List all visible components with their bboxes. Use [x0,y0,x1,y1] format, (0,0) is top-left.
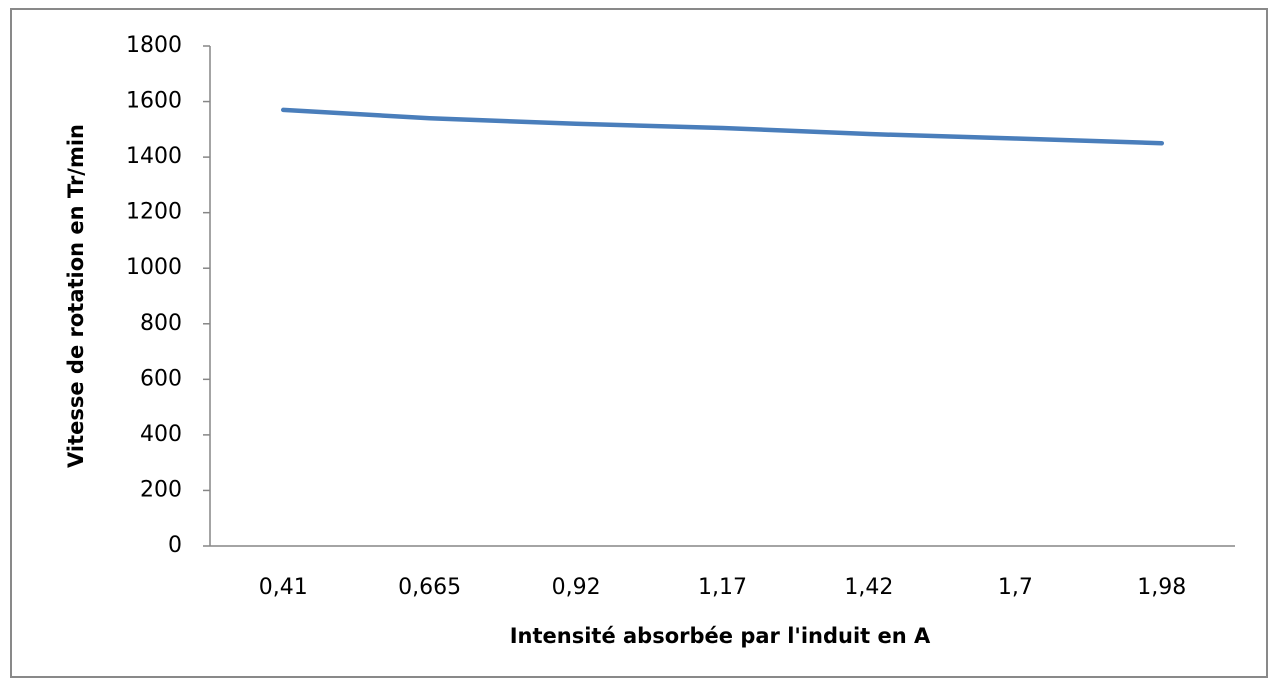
y-tick-label: 1000 [126,255,182,280]
y-tick-label: 1600 [126,89,182,114]
x-tick-label: 1,98 [1137,575,1186,600]
x-tick-label: 1,42 [844,575,893,600]
y-tick-label: 0 [168,533,182,558]
y-tick-label: 400 [140,422,182,447]
y-tick-label: 200 [140,477,182,502]
x-tick-label: 0,665 [398,575,461,600]
x-tick-label: 0,92 [552,575,601,600]
x-tick-label: 1,17 [698,575,747,600]
data-line [280,107,1165,146]
x-tick-label: 0,41 [259,575,308,600]
y-axis-title: Vitesse de rotation en Tr/min [64,124,88,468]
y-tick-label: 800 [140,311,182,336]
y-tick-label: 1800 [126,33,182,58]
y-tick-label: 600 [140,366,182,391]
y-tick-label: 1200 [126,200,182,225]
x-axis-title: Intensité absorbée par l'induit en A [510,624,931,648]
x-tick-label: 1,7 [998,575,1033,600]
chart-frame [10,8,1268,678]
y-tick-label: 1400 [126,144,182,169]
